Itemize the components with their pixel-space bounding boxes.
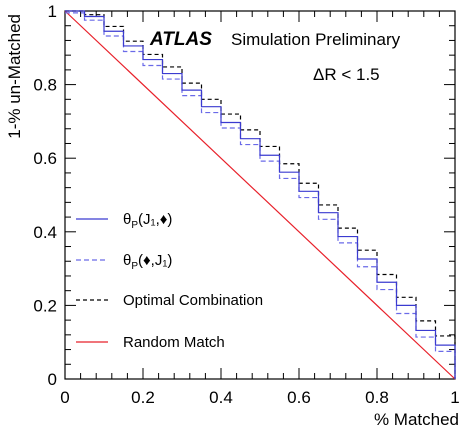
x-tick-label: 1	[450, 388, 459, 407]
x-tick-label: 0.8	[365, 388, 389, 407]
title-atlas: ATLAS	[149, 29, 212, 50]
y-tick-label: 0.2	[33, 296, 57, 315]
legend-label-random-match: Random Match	[123, 334, 225, 351]
y-axis: 0 0.2 0.4 0.6 0.8 1	[33, 2, 455, 389]
random-match-line	[64, 10, 456, 380]
x-tick-label: 0.2	[131, 388, 155, 407]
x-tick-label: 0.6	[287, 388, 311, 407]
y-tick-label: 0.4	[33, 223, 57, 242]
y-tick-label: 0	[48, 370, 57, 389]
x-axis-label: % Matched	[374, 410, 459, 429]
title-rest: Simulation Preliminary	[231, 30, 401, 49]
y-tick-label: 1	[48, 2, 57, 21]
x-axis: 0 0.2 0.4 0.6 0.8 1	[60, 11, 460, 407]
legend-label-series-2: θP(♦,J₁)	[123, 252, 172, 272]
legend: θP(J₁,♦) θP(♦,J₁) Optimal Combination Ra…	[76, 211, 263, 351]
series-layer	[64, 10, 456, 380]
legend-item-series-2: θP(♦,J₁)	[76, 252, 172, 272]
delta-r-annotation: ΔR < 1.5	[313, 65, 380, 84]
legend-label-series-1: θP(J₁,♦)	[123, 211, 172, 231]
series-line-1	[65, 10, 456, 379]
y-axis-label: 1-% un-Matched	[5, 14, 24, 139]
plot-frame	[64, 10, 456, 380]
x-tick-label: 0.4	[209, 388, 233, 407]
legend-item-optimal-combination: Optimal Combination	[76, 292, 263, 309]
y-tick-label: 0.6	[33, 149, 57, 168]
legend-item-series-1: θP(J₁,♦)	[76, 211, 172, 231]
y-tick-label: 0.8	[33, 76, 57, 95]
x-tick-label: 0	[60, 388, 69, 407]
legend-label-optimal-combination: Optimal Combination	[123, 292, 263, 309]
legend-item-random-match: Random Match	[76, 334, 225, 351]
